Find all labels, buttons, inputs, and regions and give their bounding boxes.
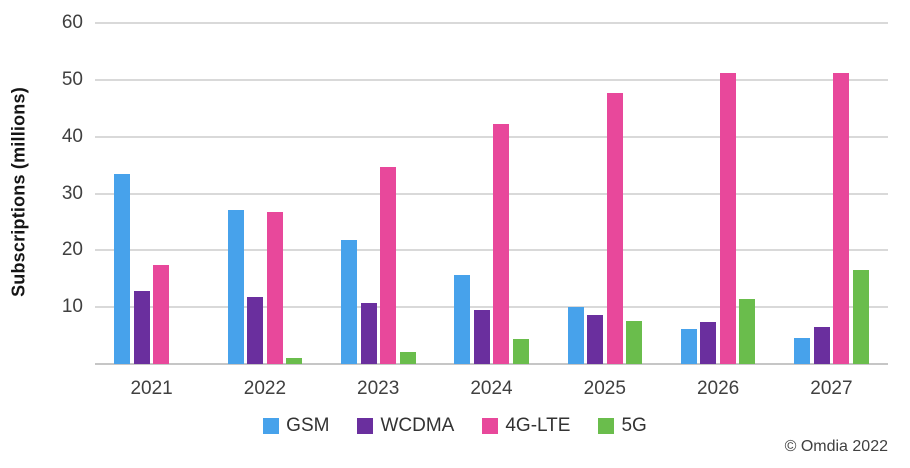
legend: GSM WCDMA 4G-LTE 5G [0,416,910,435]
bar-wcdma-2024 [473,310,490,364]
bar-5g-2025 [626,320,642,364]
bar-gsm-2023 [341,240,357,364]
bar-wcdma-2021 [133,291,150,364]
bar-5g-2024 [512,339,529,364]
y-tick-label-60: 60 [61,12,83,34]
y-tick-label-30: 30 [61,182,83,204]
bar-4g-lte-2023 [380,166,396,364]
y-tick-label-20: 20 [61,239,83,261]
gridline-50 [95,78,888,81]
bar-gsm-2026 [680,328,697,364]
copyright-note: © Omdia 2022 [784,438,888,455]
bar-gsm-2025 [567,307,584,364]
gridline-20 [95,249,888,252]
bar-wcdma-2023 [360,303,377,364]
bar-5g-2023 [399,351,416,364]
legend-swatch-wcdma [357,417,374,434]
bar-5g-2027 [852,269,869,364]
y-tick-label-40: 40 [61,125,83,147]
legend-item-wcdma: WCDMA [357,416,454,435]
legend-swatch-5g [598,417,615,434]
bar-wcdma-2026 [700,321,717,364]
gridline-30 [95,192,888,195]
legend-label-gsm: GSM [286,415,330,436]
y-tick-label-50: 50 [61,68,83,90]
legend-swatch-gsm [263,417,280,434]
x-axis-label-2026: 2026 [696,378,740,399]
bar-gsm-2027 [794,337,811,364]
x-axis-label-2025: 2025 [583,378,626,399]
bar-4g-lte-2021 [153,264,170,364]
x-axis-label-2022: 2022 [243,378,287,399]
bar-5g-2022 [286,358,303,364]
x-axis-label-2027: 2027 [810,378,853,399]
bar-5g-2026 [739,298,756,364]
y-axis-title: Subscriptions (millions) [8,87,29,297]
x-axis-line [95,363,888,365]
legend-label-5g: 5G [621,415,647,436]
x-axis-label-2023: 2023 [357,378,400,399]
legend-swatch-4g-lte [482,417,499,434]
y-tick-label-10: 10 [61,296,83,318]
bar-4g-lte-2024 [493,124,510,364]
x-axis-label-2021: 2021 [130,378,173,399]
bar-wcdma-2022 [247,296,264,364]
bar-gsm-2022 [227,210,244,364]
bar-gsm-2024 [454,275,471,364]
legend-label-wcdma: WCDMA [380,415,455,436]
bar-4g-lte-2026 [719,73,736,364]
gridline-10 [95,306,888,309]
bar-4g-lte-2025 [606,92,623,364]
bar-gsm-2021 [114,173,131,364]
plot-area [95,22,888,365]
x-axis-label-2024: 2024 [470,378,513,399]
gridline-40 [95,135,888,138]
legend-item-5g: 5G [598,415,647,436]
legend-item-4g-lte: 4G-LTE [482,416,570,435]
gridline-60 [95,22,888,24]
legend-label-4g-lte: 4G-LTE [505,415,571,436]
bar-4g-lte-2027 [833,73,850,364]
bar-wcdma-2025 [587,314,603,364]
legend-item-gsm: GSM [263,416,329,435]
bar-4g-lte-2022 [266,211,283,364]
bar-wcdma-2027 [813,327,830,364]
